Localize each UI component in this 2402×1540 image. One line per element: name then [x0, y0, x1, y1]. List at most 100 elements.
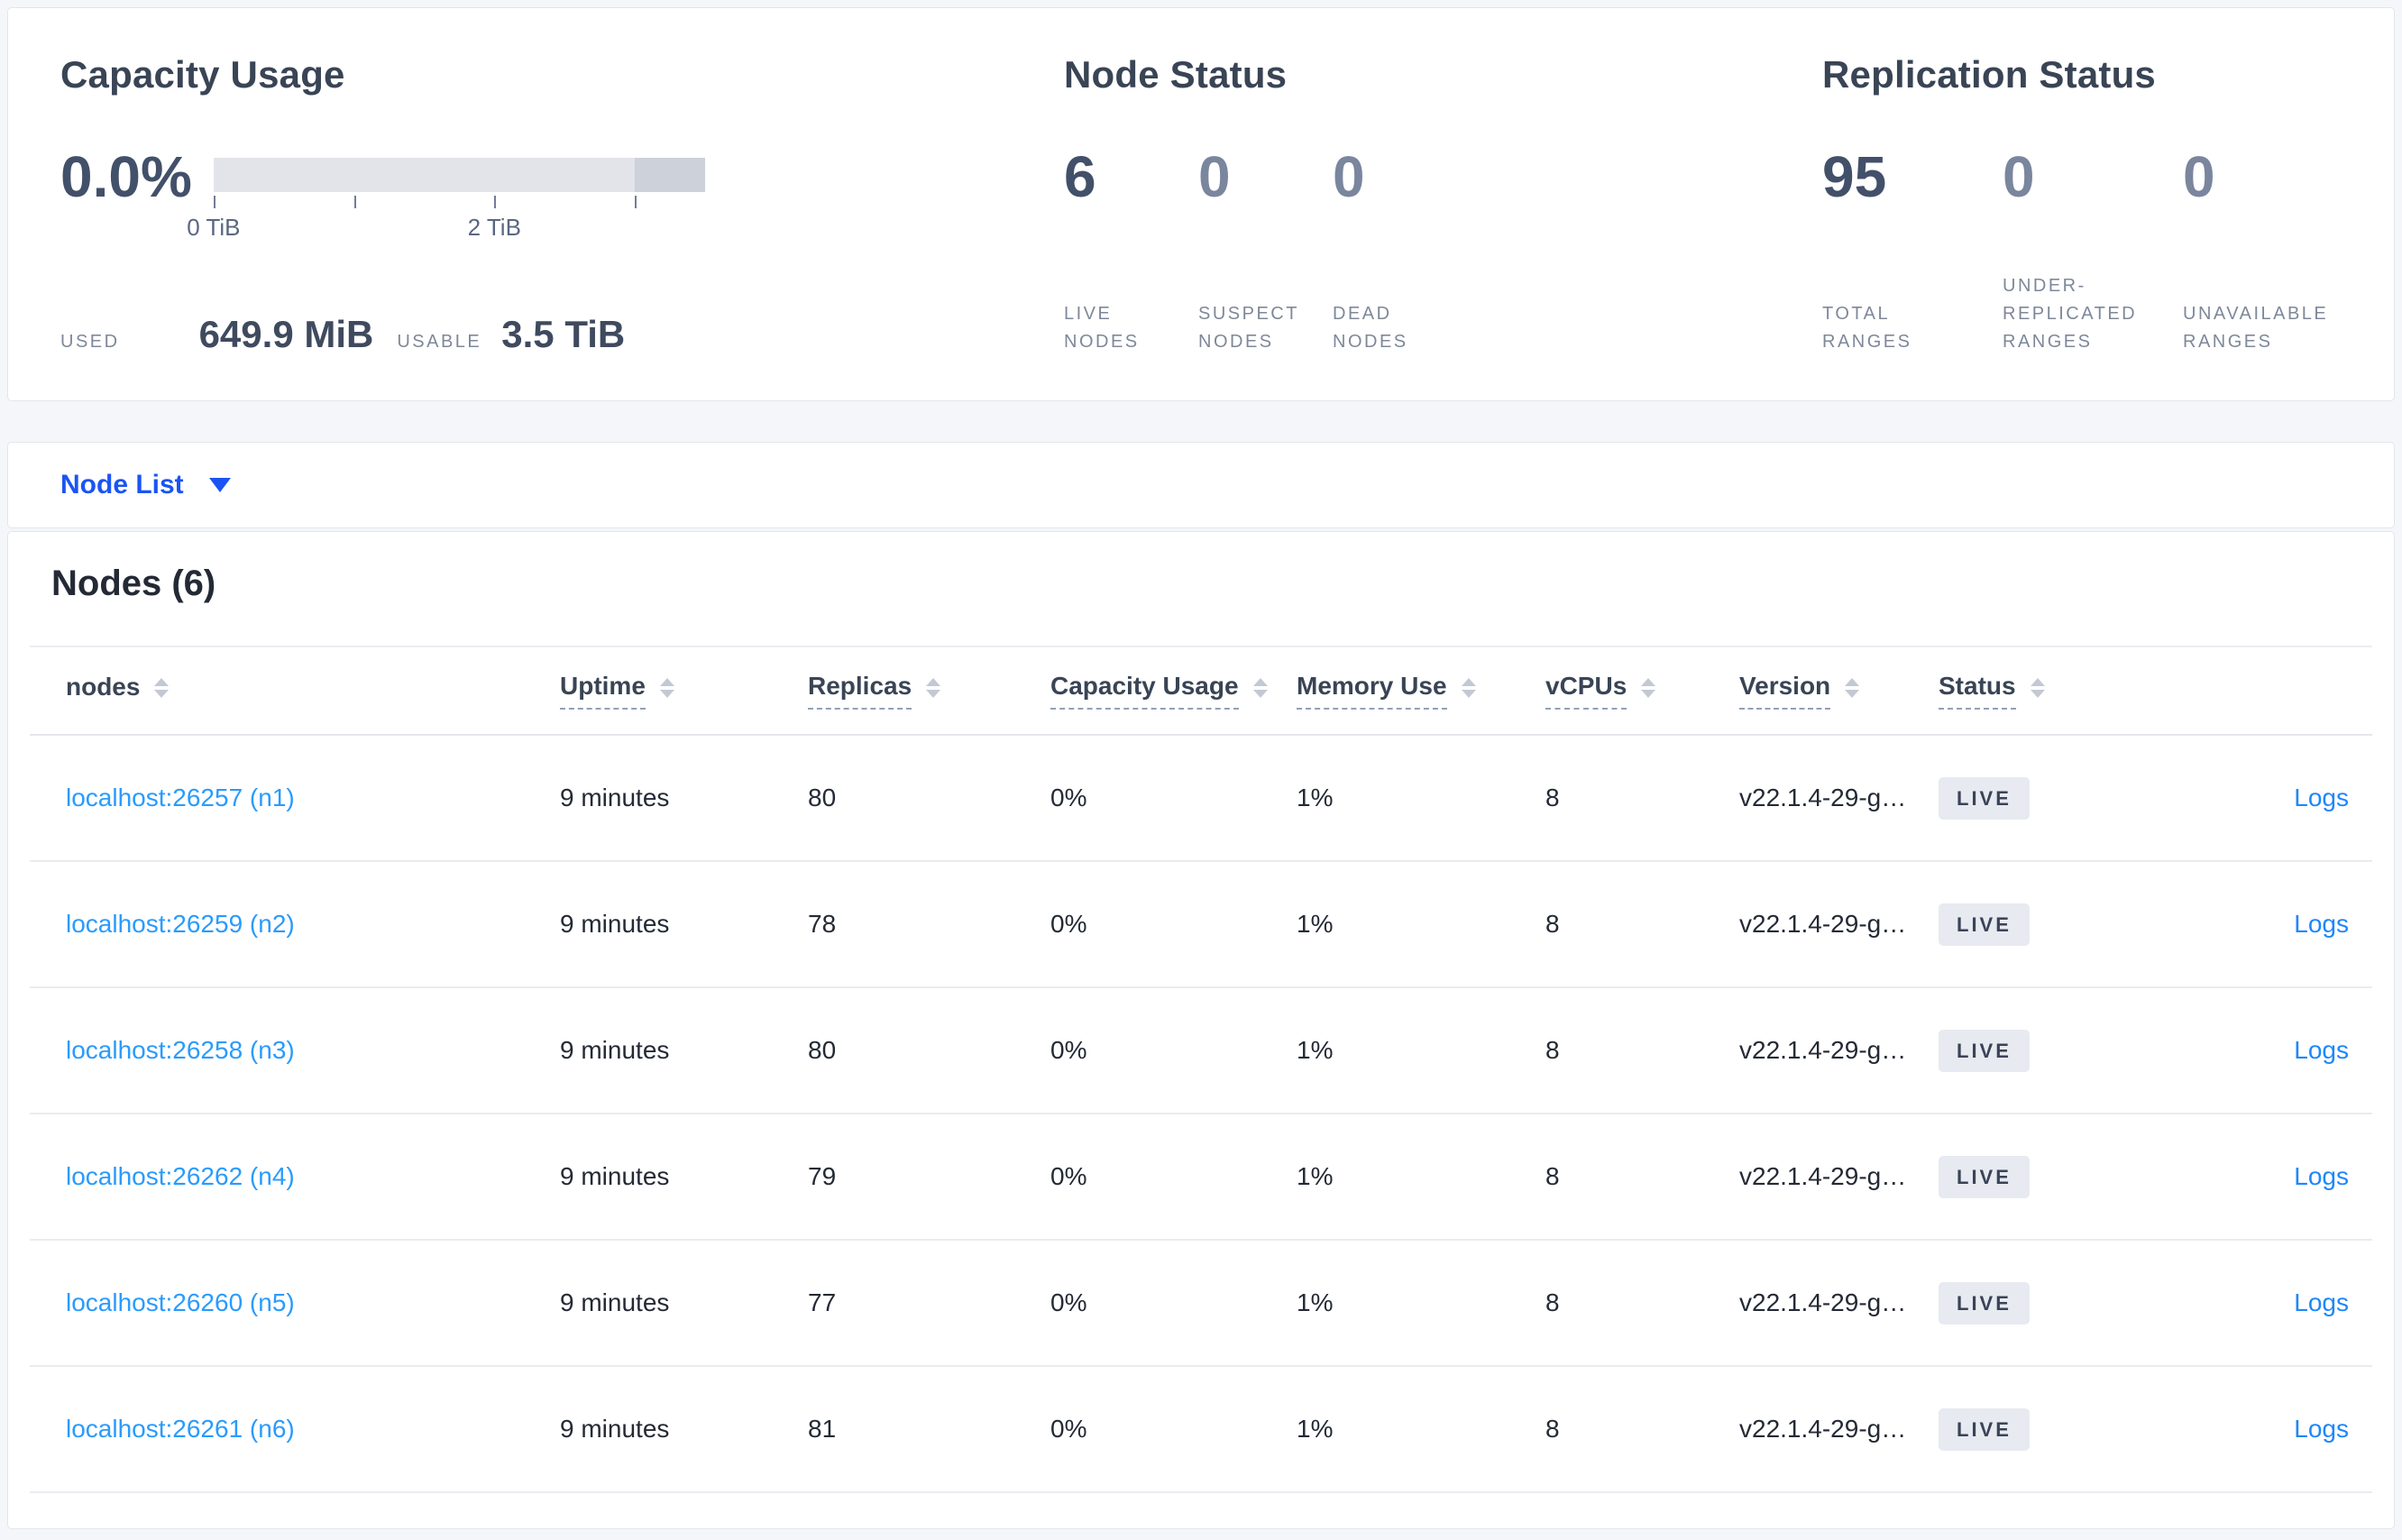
live-nodes-stat: 6 LIVE NODES [1064, 147, 1198, 356]
status-cell: LIVE [1939, 1029, 2173, 1072]
unavailable-ranges-value: 0 [2183, 144, 2215, 209]
sort-arrows-icon [154, 678, 170, 698]
node-address-link[interactable]: localhost:26258 (n3) [66, 1036, 295, 1064]
column-header-uptime[interactable]: Uptime [560, 672, 808, 710]
replicas-cell: 80 [808, 784, 837, 811]
cluster-summary-panel: Capacity Usage 0.0% 0 TiB 2 TiB USED [7, 7, 2395, 401]
version-cell: v22.1.4-29-g… [1739, 1162, 1907, 1190]
node-row: localhost:26259 (n2) 9 minutes 78 0% 1% 8 v22.… [30, 862, 2372, 988]
column-header-label: Version [1739, 672, 1831, 710]
live-nodes-value: 6 [1064, 144, 1096, 209]
column-header-version[interactable]: Version [1739, 672, 1939, 710]
unavailable-ranges-stat: 0 UNAVAILABLE RANGES [2183, 147, 2336, 356]
nodes-table-header: nodes Uptime Replicas Capacity Usage Memory … [30, 646, 2372, 736]
column-header-capacity-usage[interactable]: Capacity Usage [1050, 672, 1297, 710]
node-row: localhost:26257 (n1) 9 minutes 80 0% 1% 8 v22.… [30, 736, 2372, 862]
uptime-cell: 9 minutes [560, 784, 670, 811]
node-cell: localhost:26257 (n1) [66, 784, 560, 812]
sort-arrows-icon [2030, 678, 2045, 698]
under-replicated-ranges-stat: 0 UNDER-REPLICATED RANGES [2003, 147, 2183, 356]
capacity-usage-section: Capacity Usage 0.0% 0 TiB 2 TiB USED [60, 53, 1064, 400]
status-badge: LIVE [1939, 776, 2030, 820]
nodes-table-title: Nodes (6) [51, 564, 216, 603]
capacity-usage-cell: 0% [1050, 1415, 1087, 1443]
node-cell: localhost:26258 (n3) [66, 1036, 560, 1065]
sort-arrows-icon [1461, 678, 1476, 698]
logs-link[interactable]: Logs [2294, 1162, 2349, 1190]
total-ranges-stat: 95 TOTAL RANGES [1822, 147, 2003, 356]
version-cell: v22.1.4-29-g… [1739, 910, 1907, 938]
column-header-label: Status [1939, 672, 2016, 710]
replicas-cell: 78 [808, 910, 837, 938]
column-header-label: vCPUs [1545, 672, 1627, 710]
replication-status-title: Replication Status [1822, 53, 2156, 96]
memory-use-cell: 1% [1297, 1036, 1334, 1064]
memory-use-cell: 1% [1297, 784, 1334, 811]
node-address-link[interactable]: localhost:26262 (n4) [66, 1162, 295, 1190]
column-header-status[interactable]: Status [1939, 672, 2173, 710]
logs-link[interactable]: Logs [2294, 784, 2349, 811]
replicas-cell: 77 [808, 1288, 837, 1316]
nodes-table-body: localhost:26257 (n1) 9 minutes 80 0% 1% 8 v22.… [30, 736, 2372, 1493]
view-selector-bar: Node List [7, 442, 2395, 528]
version-cell: v22.1.4-29-g… [1739, 1036, 1907, 1064]
vcpus-cell: 8 [1545, 1415, 1560, 1443]
node-address-link[interactable]: localhost:26260 (n5) [66, 1288, 295, 1316]
node-list-dropdown-label: Node List [60, 470, 184, 500]
column-header-memory-use[interactable]: Memory Use [1297, 672, 1545, 710]
node-address-link[interactable]: localhost:26259 (n2) [66, 910, 295, 938]
logs-link[interactable]: Logs [2294, 910, 2349, 938]
sort-arrows-icon [1252, 678, 1268, 698]
logs-link[interactable]: Logs [2294, 1036, 2349, 1064]
column-header-vcpus[interactable]: vCPUs [1545, 672, 1739, 710]
replicas-cell: 80 [808, 1036, 837, 1064]
logs-link[interactable]: Logs [2294, 1288, 2349, 1316]
node-cell: localhost:26261 (n6) [66, 1415, 560, 1444]
axis-tick-label: 2 TiB [467, 214, 521, 241]
memory-use-cell: 1% [1297, 910, 1334, 938]
uptime-cell: 9 minutes [560, 1036, 670, 1064]
capacity-used-percent: 0.0% [60, 144, 192, 209]
used-value: 649.9 MiB [198, 313, 374, 355]
axis-tick [634, 196, 637, 208]
column-header-label: nodes [66, 673, 141, 701]
status-cell: LIVE [1939, 776, 2173, 820]
node-row: localhost:26261 (n6) 9 minutes 81 0% 1% 8 v22.… [30, 1367, 2372, 1493]
uptime-cell: 9 minutes [560, 1162, 670, 1190]
capacity-gauge-chart: 0 TiB 2 TiB [187, 158, 705, 241]
capacity-usage-cell: 0% [1050, 1036, 1087, 1064]
unavailable-ranges-label: UNAVAILABLE RANGES [2183, 304, 2329, 352]
dead-nodes-stat: 0 DEAD NODES [1333, 147, 1450, 356]
suspect-nodes-label: SUSPECT NODES [1198, 304, 1299, 352]
status-badge: LIVE [1939, 903, 2030, 946]
logs-cell: Logs [2173, 910, 2372, 939]
node-address-link[interactable]: localhost:26261 (n6) [66, 1415, 295, 1443]
node-address-link[interactable]: localhost:26257 (n1) [66, 784, 295, 811]
vcpus-cell: 8 [1545, 910, 1560, 938]
status-badge: LIVE [1939, 1029, 2030, 1072]
axis-tick-label: 0 TiB [187, 214, 241, 241]
sort-arrows-icon [659, 678, 674, 698]
column-header-nodes[interactable]: nodes [66, 673, 560, 709]
node-list-dropdown[interactable]: Node List [60, 470, 231, 500]
node-cell: localhost:26259 (n2) [66, 910, 560, 939]
axis-tick [353, 196, 356, 208]
vcpus-cell: 8 [1545, 1288, 1560, 1316]
status-cell: LIVE [1939, 1407, 2173, 1451]
column-header-label: Capacity Usage [1050, 672, 1239, 710]
vcpus-cell: 8 [1545, 1036, 1560, 1064]
logs-cell: Logs [2173, 1415, 2372, 1444]
under-replicated-ranges-value: 0 [2003, 144, 2035, 209]
total-ranges-value: 95 [1822, 144, 1887, 209]
logs-cell: Logs [2173, 1288, 2372, 1317]
logs-link[interactable]: Logs [2294, 1415, 2349, 1443]
replicas-cell: 81 [808, 1415, 837, 1443]
capacity-gauge-bar [213, 158, 705, 192]
uptime-cell: 9 minutes [560, 1415, 670, 1443]
dead-nodes-label: DEAD NODES [1333, 304, 1408, 352]
column-header-replicas[interactable]: Replicas [808, 672, 1050, 710]
sort-arrows-icon [926, 678, 941, 698]
capacity-usage-cell: 0% [1050, 910, 1087, 938]
node-row: localhost:26258 (n3) 9 minutes 80 0% 1% 8 v22.… [30, 988, 2372, 1114]
status-cell: LIVE [1939, 903, 2173, 946]
